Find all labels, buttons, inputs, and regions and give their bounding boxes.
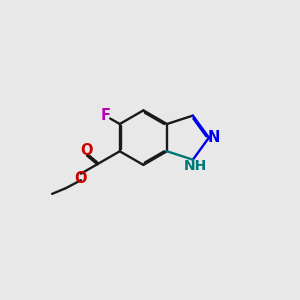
Text: O: O [80, 143, 93, 158]
Text: NH: NH [183, 159, 206, 173]
Text: F: F [100, 108, 110, 123]
Text: O: O [75, 171, 87, 186]
Text: N: N [208, 130, 220, 145]
